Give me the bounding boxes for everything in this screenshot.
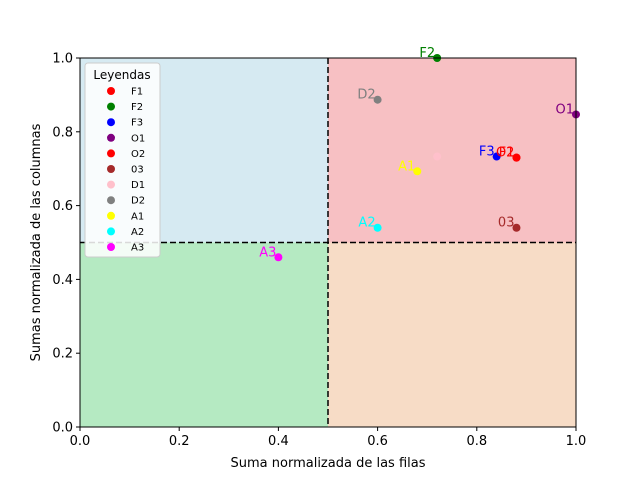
y-tick-label: 0.4 [52,273,73,288]
quadrant-bottom-right [328,242,576,427]
x-tick-label: 0.6 [367,434,388,449]
legend-label-a1: A1 [131,211,144,222]
x-tick-label: 0.2 [169,434,190,449]
point-o2 [512,153,521,162]
legend-marker-d1 [107,180,115,189]
legend-label-f3: F3 [131,118,143,129]
legend-label-a2: A2 [131,227,144,238]
x-axis-ticks: 0.0 0.2 0.4 0.6 0.8 1.0 [70,427,587,449]
legend-label-d1: D1 [131,180,145,191]
y-axis-ticks: 0.0 0.2 0.4 0.6 0.8 1.0 [52,52,80,436]
legend-label-d2: D2 [131,196,145,207]
point-label-03: 03 [498,216,515,231]
legend-label-f2: F2 [131,102,143,113]
point-a3 [274,253,283,262]
quadrant-top-right [328,58,576,243]
point-03 [512,223,521,232]
legend-label-f1: F1 [131,87,143,98]
point-label-a1: A1 [398,159,415,174]
legend-box [84,62,161,258]
legend-label-a3: A3 [131,243,144,254]
y-axis-label: Sumas normalizada de las columnas [29,123,44,361]
point-label-d2: D2 [357,88,375,103]
point-label-o1: O1 [555,102,574,117]
legend: Leyendas F1 F2 F3 O1 O2 03 D1 D2 A1 A2 A3 [84,62,161,258]
legend-marker-f3 [107,118,115,127]
legend-marker-f2 [107,102,115,111]
legend-marker-03 [107,165,115,173]
point-f3 [492,152,501,161]
x-tick-label: 0.8 [466,434,487,449]
plot-frame [79,57,577,428]
point-label-f3: F3 [479,145,495,160]
point-label-a2: A2 [358,216,375,231]
quadrant-bottom-left [80,242,328,427]
legend-marker-a3 [107,243,115,251]
legend-marker-d2 [107,196,115,205]
legend-marker-o2 [107,149,115,158]
point-a2 [373,223,382,232]
point-label-o2: O2 [496,146,515,161]
y-tick-label: 1.0 [52,52,73,67]
point-d2 [373,95,382,104]
legend-marker-a1 [107,211,115,220]
legend-items: F1 F2 F3 O1 O2 03 D1 D2 A1 A2 A3 [107,87,145,254]
legend-title: Leyendas [93,68,150,82]
point-d1 [433,152,442,161]
legend-marker-f1 [107,87,115,95]
y-tick-label: 0.2 [52,347,73,362]
x-axis-label: Suma normalizada de las filas [231,456,426,471]
y-tick-label: 0.0 [52,421,73,436]
x-tick-label: 0.0 [70,434,91,449]
data-points [274,54,580,262]
point-label-a3: A3 [259,245,276,260]
quadrant-backgrounds [80,58,576,427]
y-tick-label: 0.6 [52,199,73,214]
legend-marker-o1 [107,133,115,142]
y-tick-label: 0.8 [52,125,73,140]
legend-label-o1: O1 [131,133,145,144]
point-label-f2: F2 [419,46,435,61]
x-tick-label: 0.4 [268,434,289,449]
threshold-lines [80,58,576,427]
legend-label-o2: O2 [131,149,145,160]
point-a1 [413,167,422,176]
legend-marker-a2 [107,227,115,236]
legend-label-03: 03 [131,165,144,176]
x-tick-label: 1.0 [566,434,587,449]
point-label-f1: F1 [499,146,515,161]
